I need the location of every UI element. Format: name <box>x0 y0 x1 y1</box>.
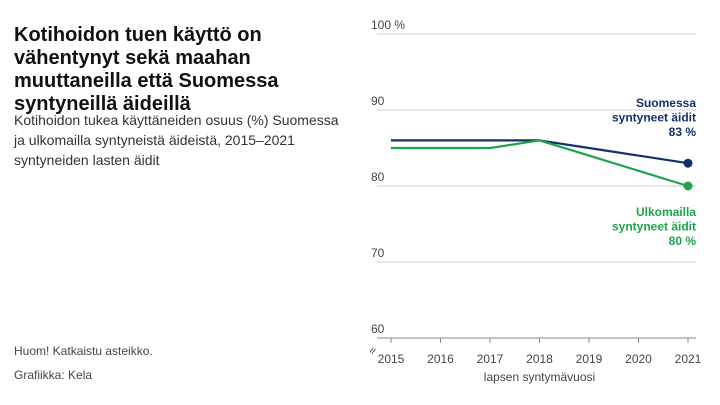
x-axis-ticks: 2015 2016 2017 2018 2019 2020 2021 <box>378 338 702 366</box>
series-label-abroad: syntyneet äidit <box>612 220 696 234</box>
series-line-abroad <box>391 139 689 188</box>
x-tick-label: 2020 <box>625 352 652 366</box>
series-endpoint-abroad <box>683 181 693 191</box>
series-label-finland: syntyneet äidit <box>612 111 696 125</box>
y-tick-label: 80 <box>371 170 385 184</box>
series-label-abroad: Ulkomailla <box>636 205 696 219</box>
x-tick-label: 2016 <box>427 352 454 366</box>
y-tick-label: 100 % <box>371 18 405 32</box>
series-value-label-finland: 83 % <box>669 125 697 139</box>
scale-note: Huom! Katkaistu asteikko. <box>14 344 153 358</box>
x-tick-label: 2018 <box>526 352 553 366</box>
series-label-finland: Suomessa <box>636 96 696 110</box>
series-line-finland <box>391 139 689 165</box>
series-value-label-abroad: 80 % <box>669 234 697 248</box>
gridlines <box>377 33 696 339</box>
y-axis-ticks: 60 70 80 90 100 % <box>371 18 405 336</box>
x-axis-label: lapsen syntymävuosi <box>484 370 595 384</box>
chart-subtitle: Kotihoidon tukea käyttäneiden osuus (%) … <box>14 112 339 168</box>
x-tick-label: 2015 <box>378 352 405 366</box>
source-credit: Grafiikka: Kela <box>14 368 93 382</box>
y-tick-label: 90 <box>371 94 385 108</box>
x-tick-label: 2021 <box>675 352 702 366</box>
x-tick-label: 2019 <box>576 352 603 366</box>
chart-title: Kotihoidon tuen käyttö on vähentynyt sek… <box>14 24 279 115</box>
x-tick-label: 2017 <box>477 352 504 366</box>
y-tick-label: 60 <box>371 322 385 336</box>
y-tick-label: 70 <box>371 246 385 260</box>
series-endpoint-finland <box>683 158 693 168</box>
series-lines <box>391 139 693 191</box>
